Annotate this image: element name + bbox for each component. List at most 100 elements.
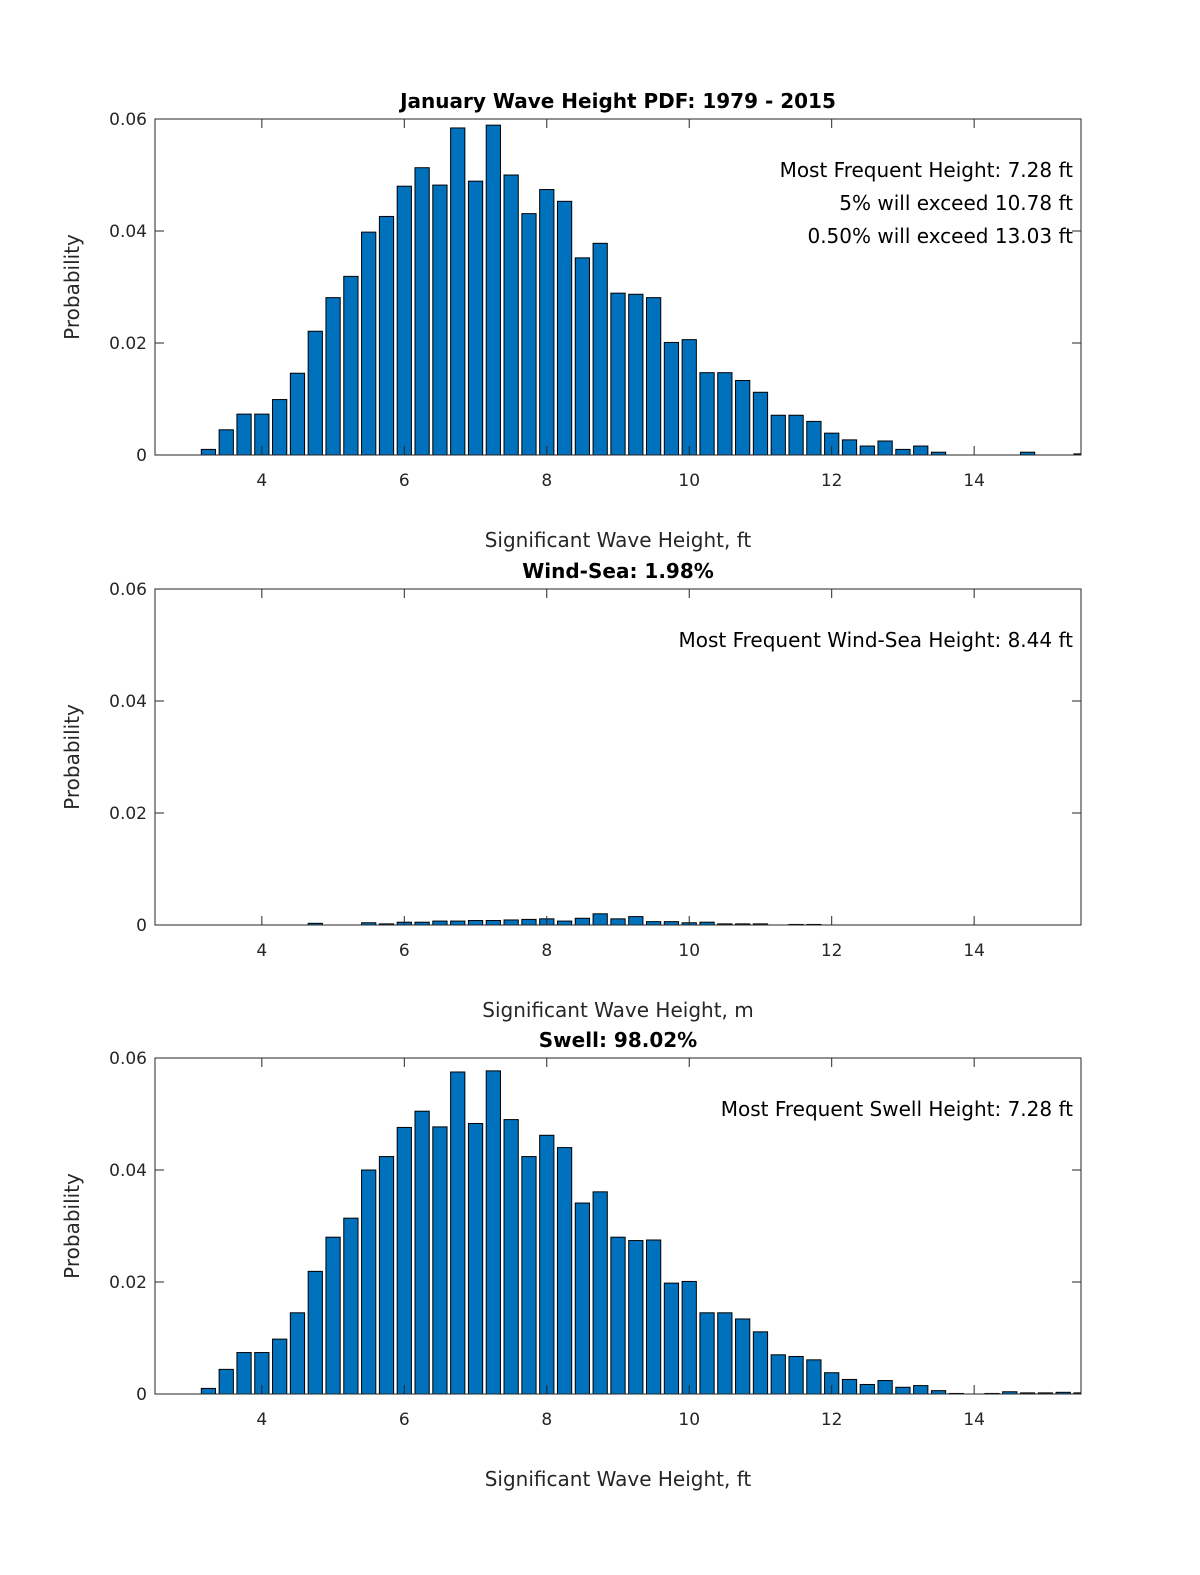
bar xyxy=(503,919,519,925)
bar xyxy=(913,1385,929,1394)
bar xyxy=(752,923,769,925)
annotation: Most Frequent Swell Height: 7.28 ft xyxy=(721,1097,1073,1121)
bar-series xyxy=(200,1070,1123,1394)
bar xyxy=(574,917,591,925)
x-tick-label: 4 xyxy=(256,941,267,961)
y-tick-label: 0.02 xyxy=(109,804,147,824)
bar xyxy=(1092,1393,1106,1394)
x-tick-label: 4 xyxy=(256,471,267,491)
x-tick-label: 4 xyxy=(256,1410,267,1430)
bar xyxy=(645,1239,662,1394)
bar xyxy=(432,184,448,455)
x-tick-label: 10 xyxy=(678,471,700,491)
x-tick-label: 14 xyxy=(963,941,985,961)
bar xyxy=(432,1126,448,1394)
bar xyxy=(396,1126,412,1394)
bar xyxy=(574,257,591,455)
bar xyxy=(218,1368,234,1394)
bar xyxy=(378,923,395,925)
bar xyxy=(574,1202,591,1394)
bar xyxy=(628,293,644,455)
bar xyxy=(1109,1391,1123,1394)
bar xyxy=(467,1123,484,1394)
bar xyxy=(877,440,893,455)
bar xyxy=(539,1134,555,1394)
bar xyxy=(556,1147,573,1394)
bar xyxy=(681,339,697,455)
bar xyxy=(735,923,751,925)
x-tick-label: 8 xyxy=(541,941,552,961)
bar xyxy=(307,1270,323,1394)
bar xyxy=(307,922,323,925)
bar xyxy=(467,920,484,925)
bar xyxy=(272,1338,288,1394)
bar xyxy=(343,1217,359,1394)
x-tick-label: 6 xyxy=(399,471,410,491)
bar xyxy=(824,432,840,455)
bar xyxy=(467,180,484,455)
bar xyxy=(788,1355,804,1394)
bar xyxy=(450,1071,466,1394)
bar xyxy=(895,1386,911,1394)
bar xyxy=(1019,1392,1036,1394)
bar xyxy=(592,913,608,925)
bar xyxy=(414,167,430,455)
bar xyxy=(877,1380,893,1394)
bar xyxy=(521,213,537,455)
bar xyxy=(200,1387,217,1394)
x-tick-label: 12 xyxy=(821,1410,843,1430)
y-tick-label: 0.06 xyxy=(109,110,147,130)
bar xyxy=(378,215,395,455)
annotation: Most Frequent Height: 7.28 ft xyxy=(780,158,1074,182)
bar xyxy=(645,921,662,925)
x-axis-label: Significant Wave Height, ft xyxy=(485,528,752,552)
x-axis-label: Significant Wave Height, m xyxy=(482,998,753,1022)
bar xyxy=(930,451,947,455)
bar xyxy=(735,1318,751,1394)
bar xyxy=(752,1331,769,1394)
y-tick-label: 0.04 xyxy=(109,222,147,242)
bar xyxy=(610,292,626,455)
bar xyxy=(859,445,875,455)
bar xyxy=(361,231,377,455)
bar xyxy=(485,124,501,455)
annotation: 0.50% will exceed 13.03 ft xyxy=(807,224,1073,248)
x-tick-label: 6 xyxy=(399,1410,410,1430)
axes-box xyxy=(154,118,1082,456)
y-tick-label: 0.04 xyxy=(109,692,147,712)
bar xyxy=(1073,1392,1081,1394)
bar xyxy=(539,189,555,455)
chart-title-wind-sea: Wind-Sea: 1.98% xyxy=(522,559,714,583)
bar xyxy=(788,414,804,455)
bar xyxy=(859,1383,875,1394)
y-tick-label: 0 xyxy=(136,446,147,466)
bar xyxy=(521,1156,537,1394)
bar xyxy=(378,1156,395,1394)
y-tick-label: 0 xyxy=(136,916,147,936)
bar xyxy=(645,297,662,455)
bar xyxy=(610,1236,626,1394)
annotation: Most Frequent Wind-Sea Height: 8.44 ft xyxy=(678,628,1073,652)
bar xyxy=(361,1169,377,1394)
bar xyxy=(396,185,412,455)
bar xyxy=(272,399,288,455)
bar xyxy=(414,921,430,925)
bar xyxy=(806,1359,822,1394)
bar xyxy=(503,1119,519,1394)
x-tick-label: 10 xyxy=(678,1410,700,1430)
bar xyxy=(841,439,858,455)
bar xyxy=(770,1354,786,1394)
bar xyxy=(1037,1392,1054,1394)
bar xyxy=(556,920,573,925)
bar xyxy=(503,174,519,455)
bar xyxy=(450,920,466,925)
x-axis-label: Significant Wave Height, ft xyxy=(485,1467,752,1491)
x-tick-label: 8 xyxy=(541,471,552,491)
bar xyxy=(717,372,733,455)
bar-series xyxy=(307,913,822,925)
bar xyxy=(681,1280,697,1394)
y-tick-label: 0.02 xyxy=(109,1273,147,1293)
y-axis-label: Probability xyxy=(60,1173,84,1279)
y-tick-label: 0.06 xyxy=(109,580,147,600)
bar xyxy=(841,1378,858,1394)
